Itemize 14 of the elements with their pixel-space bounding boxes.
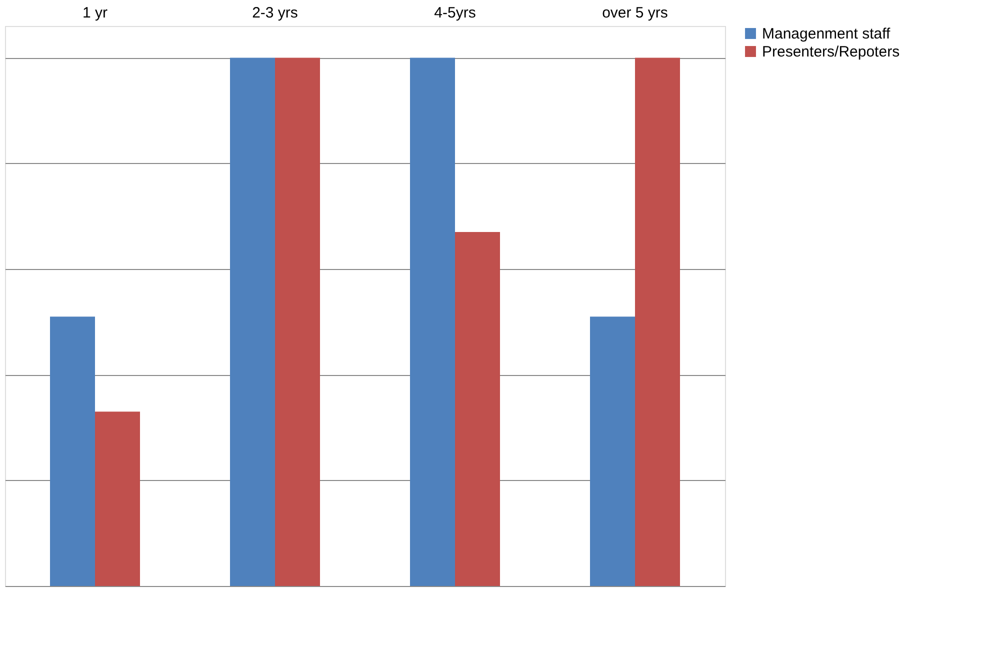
x-tick-label: 1 yr — [82, 4, 108, 22]
x-tick-label: 4-5yrs — [434, 4, 476, 22]
bar — [590, 316, 635, 586]
bar — [275, 58, 320, 586]
bar — [410, 58, 455, 586]
x-tick-label: 2-3 yrs — [252, 4, 298, 22]
x-tick-label: over 5 yrs — [602, 4, 668, 22]
legend-label: Managenment staff — [762, 26, 891, 42]
legend-label: Presenters/Repoters — [762, 44, 900, 60]
bar — [455, 232, 500, 586]
bar — [50, 316, 95, 586]
bar — [635, 58, 680, 586]
bar — [230, 58, 275, 586]
bar — [95, 412, 140, 586]
